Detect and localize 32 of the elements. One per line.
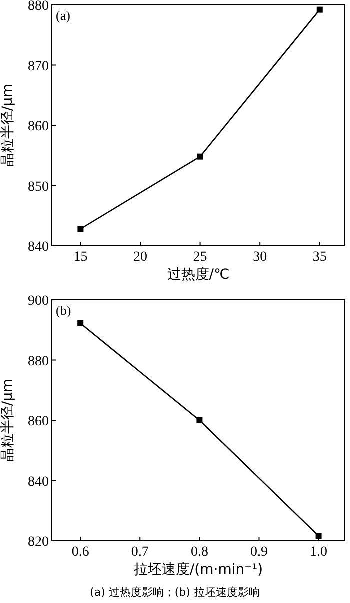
x-tick-label: 0.6	[72, 545, 90, 560]
point	[196, 418, 203, 424]
chart-title: (b)	[56, 303, 72, 318]
chart-title: (a)	[56, 8, 70, 23]
x-tick-label: 1.0	[310, 545, 328, 560]
y-tick-label: 900	[28, 294, 49, 309]
y-tick-label: 880	[28, 354, 49, 370]
point	[78, 226, 84, 232]
y-tick-label: 860	[28, 414, 49, 430]
x-tick-label: 15	[74, 250, 88, 265]
y-axis-title: 晶粒半径/μm	[0, 378, 16, 462]
x-tick-label: 30	[253, 250, 268, 265]
y-tick-label: 860	[28, 120, 49, 134]
y-tick-label: 840	[28, 474, 49, 490]
x-tick-label: 35	[312, 250, 327, 265]
x-tick-label: 0.7	[131, 545, 149, 560]
x-tick-label: 20	[134, 250, 148, 265]
x-tick-label: 0.8	[190, 545, 208, 560]
y-tick-label: 870	[28, 59, 49, 74]
x-axis-title: 拉坯速度/(m·min⁻¹)	[134, 562, 264, 578]
x-tick-label: 0.9	[250, 545, 268, 560]
point	[78, 320, 84, 326]
y-tick-label: 840	[28, 240, 49, 255]
point	[316, 6, 323, 13]
text: (a) 过热度影响；(b) 拉坯速度影响	[90, 586, 260, 599]
x-axis-title: 过热度/℃	[167, 267, 230, 283]
point	[197, 154, 204, 160]
y-tick-label: 820	[28, 535, 49, 550]
y-axis-title: 晶粒半径/μm	[0, 84, 16, 168]
x-tick-label: 25	[193, 250, 208, 265]
y-tick-label: 850	[28, 180, 49, 195]
y-tick-label: 880	[28, 0, 49, 14]
